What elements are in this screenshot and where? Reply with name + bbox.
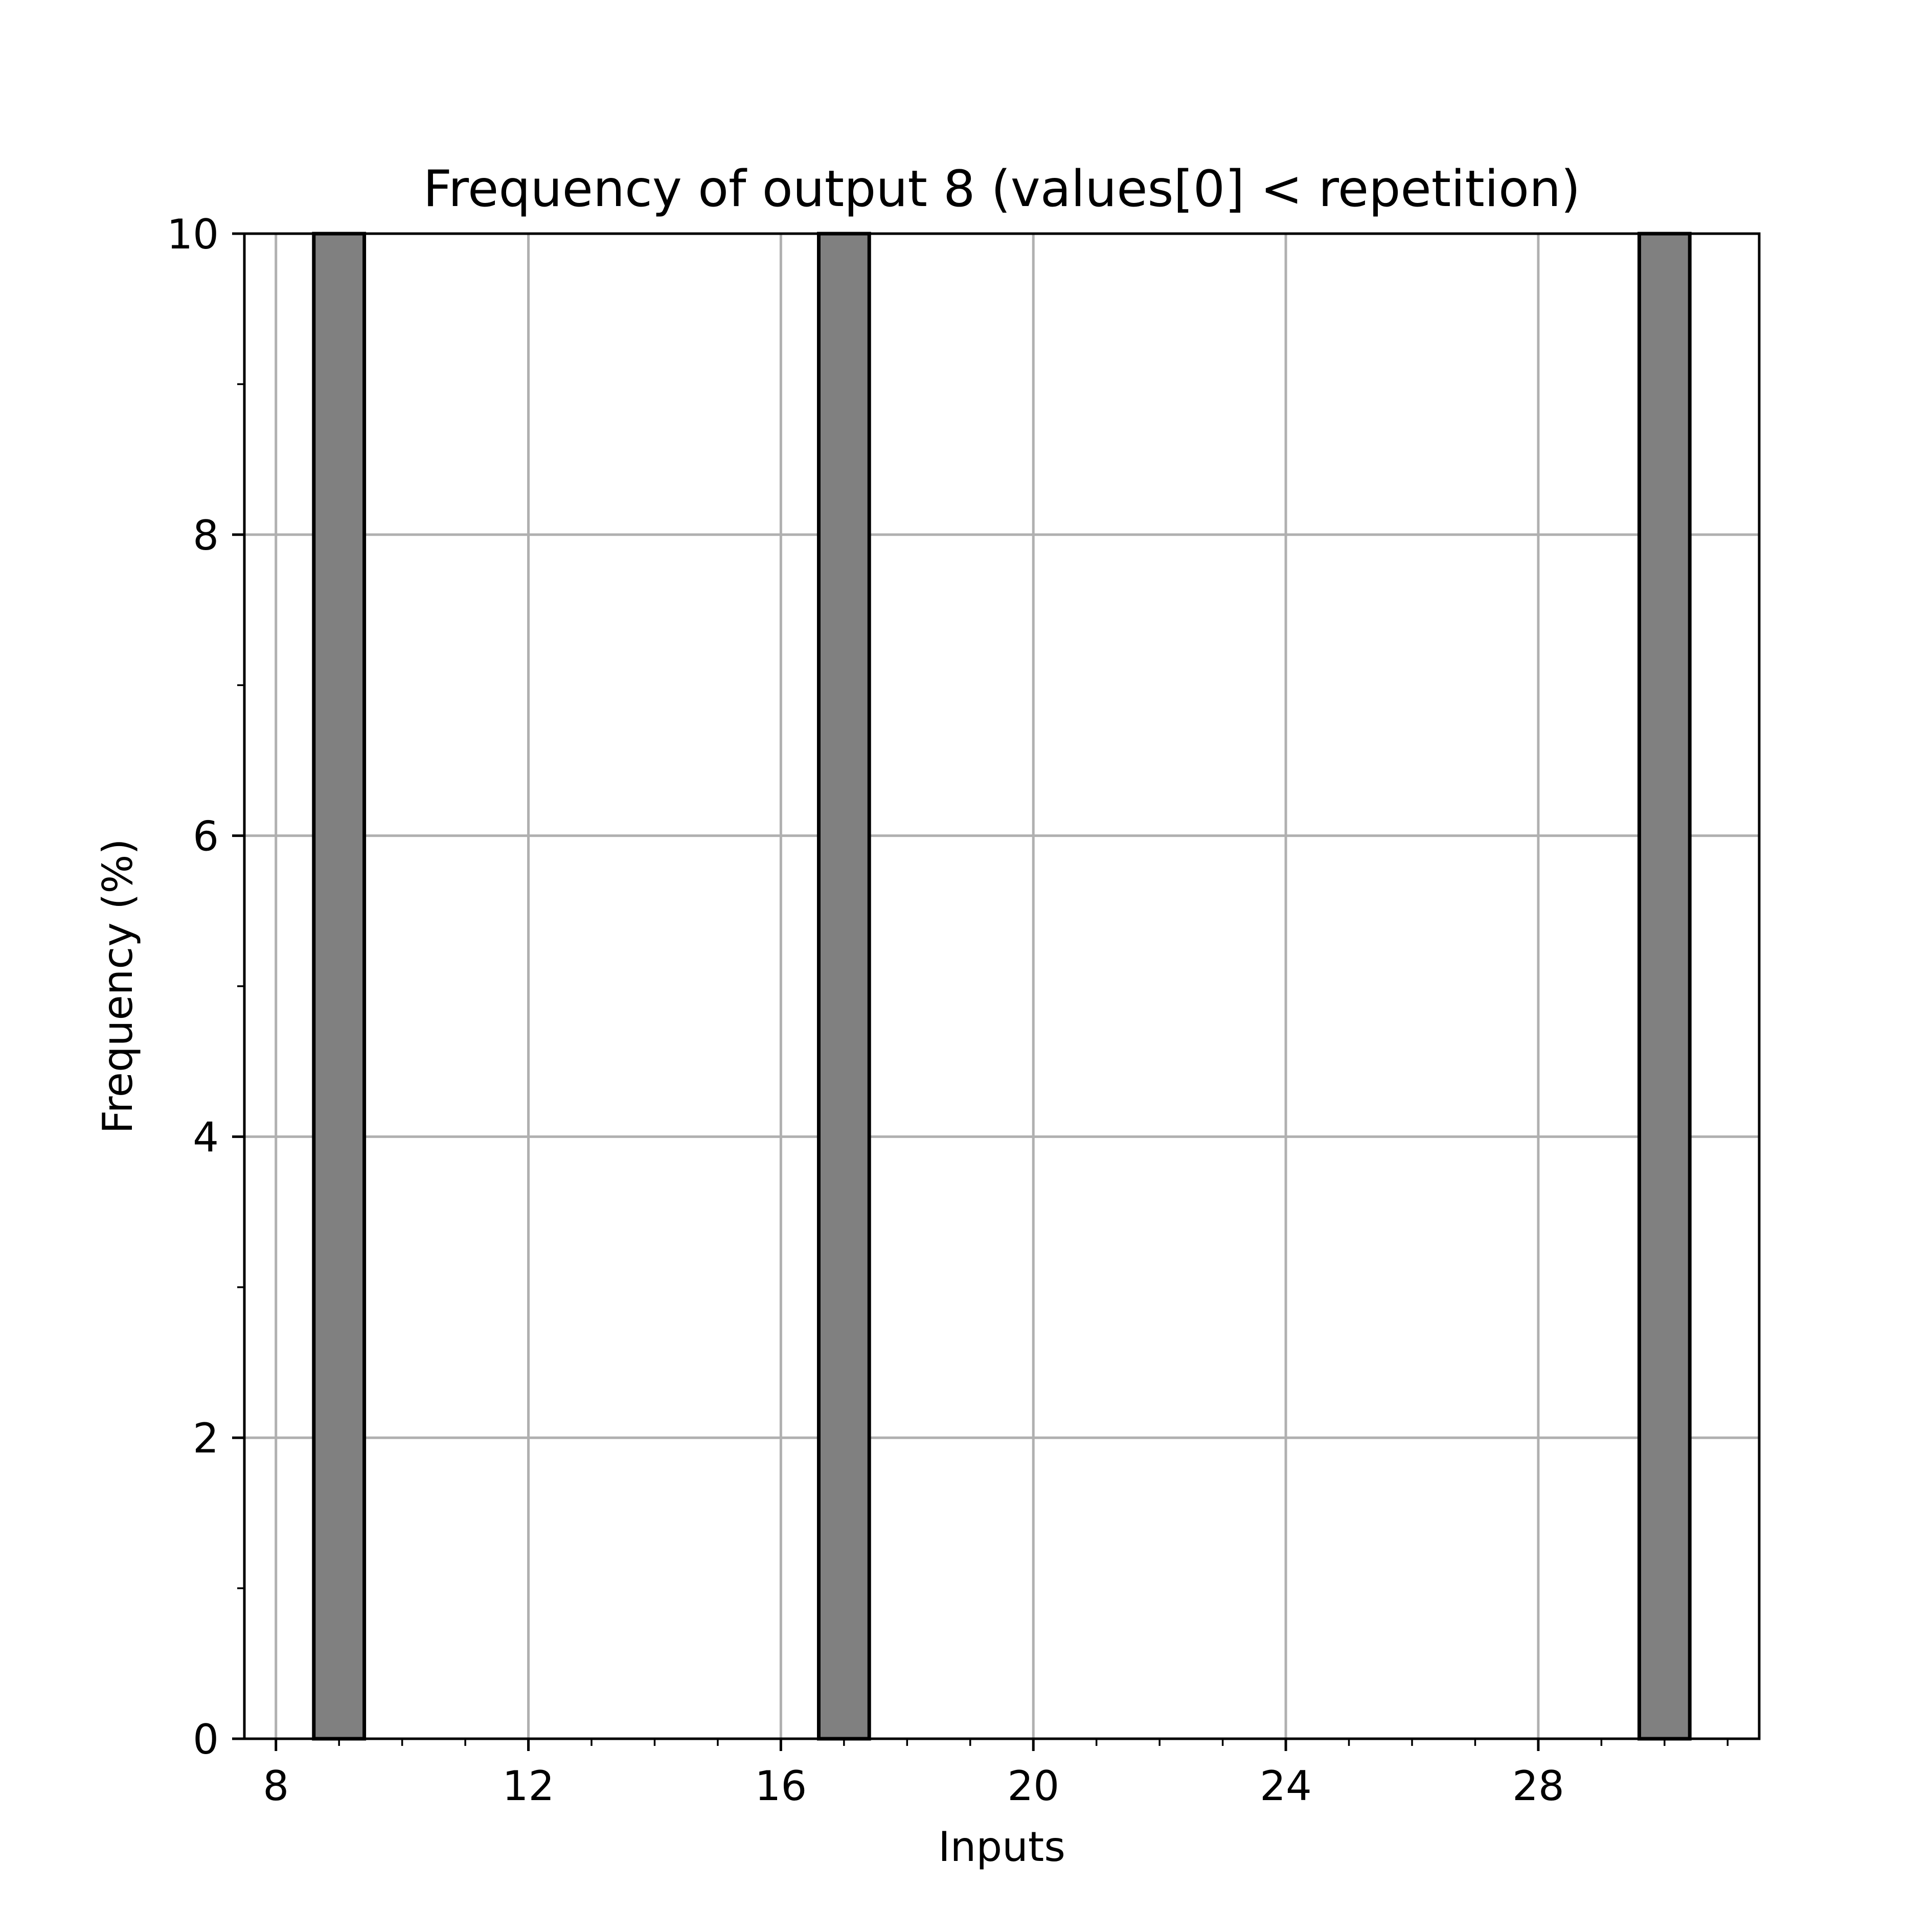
grid-lines: [244, 232, 1759, 1740]
y-tick-label: 8: [193, 512, 219, 559]
plot-frame: [243, 232, 1761, 1740]
y-tick-label: 2: [193, 1415, 219, 1462]
y-tick-label: 6: [193, 813, 219, 860]
x-axis-label: Inputs: [938, 1823, 1065, 1871]
x-tick-label: 12: [503, 1762, 555, 1810]
chart-title: Frequency of output 8 (values[0] < repet…: [423, 160, 1581, 218]
y-tick-label: 10: [167, 211, 219, 258]
y-tick-label: 0: [193, 1716, 219, 1763]
y-tick-label: 4: [193, 1113, 219, 1161]
bars: [312, 232, 1692, 1741]
bar: [816, 232, 871, 1741]
axis-ticks: [232, 232, 1729, 1751]
x-tick-label: 24: [1260, 1762, 1312, 1810]
x-tick-label: 20: [1007, 1762, 1059, 1810]
x-tick-label: 28: [1512, 1762, 1564, 1810]
bar: [1637, 232, 1692, 1741]
x-tick-label: 16: [755, 1762, 807, 1810]
y-axis-label: Frequency (%): [94, 838, 142, 1133]
bar: [312, 232, 367, 1741]
x-tick-label: 8: [263, 1762, 289, 1810]
